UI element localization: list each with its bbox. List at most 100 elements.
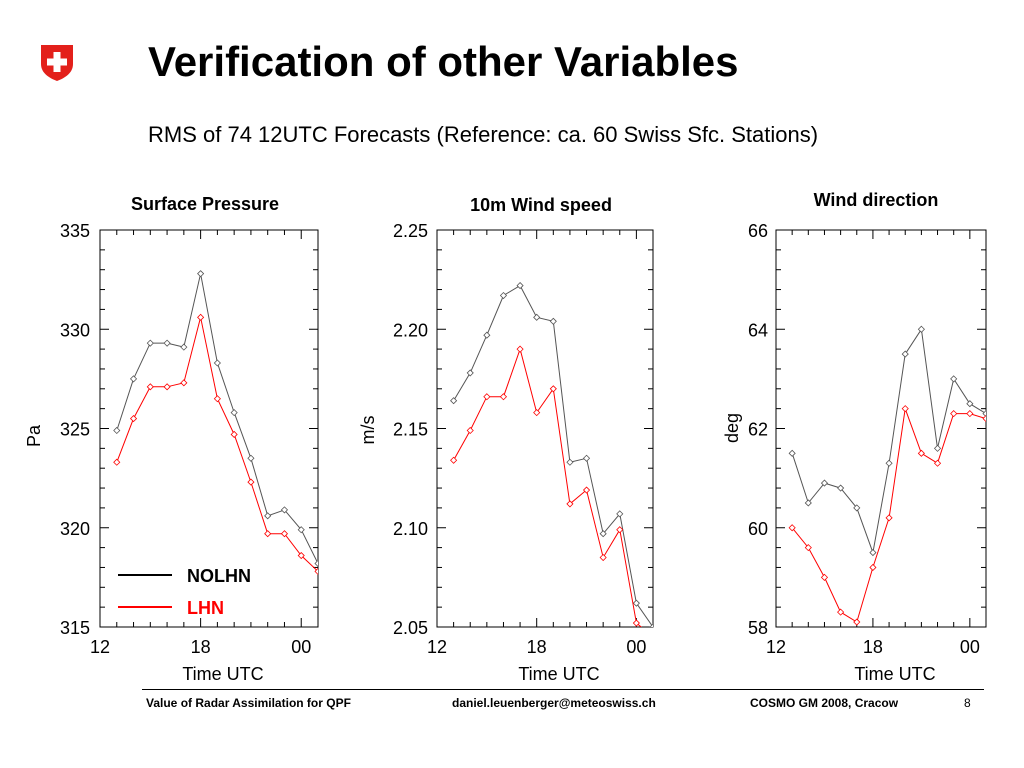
data-point-lhn (499, 393, 508, 401)
data-point-nolhn (869, 548, 877, 557)
x-axis-label: Time UTC (518, 664, 599, 684)
data-point-lhn (450, 456, 458, 464)
data-point-lhn (264, 530, 272, 538)
series-line-lhn (116, 317, 318, 572)
data-point-nolhn (197, 270, 205, 278)
charts-canvas: 315 320 325 330 335 12 18 00 Surface Pressure Tim… (24, 190, 987, 684)
data-point-lhn (297, 551, 305, 560)
data-point-nolhn (982, 410, 986, 418)
data-point-lhn (180, 379, 188, 387)
data-point-lhn (129, 415, 138, 423)
data-point-nolhn (516, 282, 524, 290)
y-tick-label: 325 (60, 420, 90, 440)
data-point-lhn (163, 383, 171, 391)
data-point-nolhn (632, 599, 640, 607)
y-tick-label: 320 (60, 519, 90, 539)
data-point-nolhn (466, 369, 474, 377)
footer-email: daniel.leuenberger@meteoswiss.ch (452, 696, 656, 710)
data-point-nolhn (933, 444, 942, 452)
x-axis-label: Time UTC (182, 664, 263, 684)
data-point-lhn (466, 426, 474, 435)
y-tick-label: 2.25 (393, 221, 428, 241)
legend-label-nolhn: NOLHN (187, 566, 251, 586)
footer-divider (142, 689, 984, 690)
data-point-lhn (197, 313, 205, 321)
data-point-lhn (804, 544, 812, 552)
data-point-nolhn (533, 313, 541, 321)
x-tick-label: 18 (527, 637, 547, 657)
data-point-nolhn (113, 426, 121, 435)
data-point-nolhn (966, 400, 974, 408)
data-point-lhn (549, 385, 557, 393)
data-point-nolhn (582, 454, 591, 462)
data-point-nolhn (885, 459, 893, 467)
x-tick-label: 12 (90, 637, 110, 657)
x-axis-label: Time UTC (854, 664, 935, 684)
data-point-nolhn (917, 325, 925, 333)
data-point-nolhn (297, 526, 305, 534)
y-tick-label: 330 (60, 320, 90, 340)
data-point-nolhn (616, 510, 624, 518)
page-subtitle: RMS of 74 12UTC Forecasts (Reference: ca… (148, 122, 819, 147)
data-point-lhn (982, 415, 986, 423)
data-point-lhn (599, 553, 607, 562)
data-point-lhn (966, 410, 974, 418)
footer-event: COSMO GM 2008, Cracow (750, 696, 899, 710)
data-point-lhn (483, 393, 491, 401)
x-tick-label: 18 (191, 637, 211, 657)
data-point-lhn (566, 500, 574, 508)
data-point-nolhn (314, 559, 318, 568)
data-point-nolhn (450, 397, 458, 405)
y-tick-label: 2.15 (393, 420, 428, 440)
y-tick-label: 315 (60, 618, 90, 638)
data-point-lhn (950, 410, 958, 418)
page-number: 8 (964, 696, 971, 710)
data-point-lhn (533, 409, 541, 417)
data-point-lhn (230, 430, 238, 439)
data-point-lhn (901, 405, 909, 413)
chart-title: Surface Pressure (131, 194, 279, 214)
y-tick-label: 62 (748, 420, 768, 440)
data-point-lhn (247, 478, 255, 486)
x-tick-label: 00 (960, 637, 980, 657)
data-point-nolhn (280, 506, 289, 514)
data-point-lhn (650, 634, 656, 640)
series-line-nolhn (453, 284, 653, 627)
data-point-lhn (917, 449, 925, 457)
data-point-nolhn (599, 530, 607, 538)
x-tick-label: 12 (427, 637, 447, 657)
y-tick-label: 2.20 (393, 320, 428, 340)
data-point-nolhn (163, 339, 171, 347)
data-point-lhn (885, 514, 893, 522)
x-tick-label: 18 (863, 637, 883, 657)
data-point-nolhn (804, 499, 812, 507)
y-tick-label: 58 (748, 618, 768, 638)
data-point-nolhn (146, 339, 154, 347)
y-tick-label: 2.05 (393, 618, 428, 638)
footer-left: Value of Radar Assimilation for QPF (146, 696, 351, 710)
data-point-lhn (146, 383, 154, 391)
y-tick-label: 60 (748, 519, 768, 539)
y-axis-label: m/s (358, 416, 378, 445)
data-point-lhn (113, 458, 121, 466)
data-point-nolhn (788, 449, 796, 457)
data-point-nolhn (499, 291, 508, 300)
data-point-nolhn (901, 350, 909, 358)
data-point-lhn (820, 573, 829, 581)
data-point-lhn (788, 524, 796, 532)
data-point-lhn (616, 526, 624, 534)
data-point-nolhn (213, 359, 221, 367)
data-point-lhn (933, 459, 942, 467)
data-point-lhn (582, 486, 591, 494)
data-point-nolhn (566, 458, 574, 466)
chart-title: Wind direction (814, 190, 939, 210)
data-point-nolhn (230, 409, 238, 417)
data-point-nolhn (649, 623, 653, 627)
data-point-nolhn (853, 504, 861, 512)
data-point-lhn (314, 567, 318, 575)
data-point-nolhn (549, 317, 557, 325)
y-axis-label: deg (722, 413, 742, 443)
data-point-lhn (853, 618, 861, 626)
plot-frame (775, 229, 987, 628)
y-axis-label: Pa (24, 424, 44, 447)
